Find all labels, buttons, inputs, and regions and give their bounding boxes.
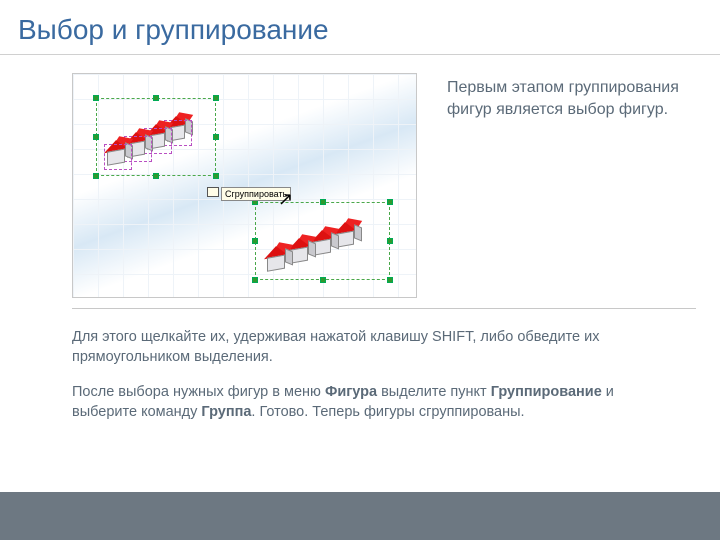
page-title: Выбор и группирование (0, 0, 720, 54)
body-text: Для этого щелкайте их, удерживая нажатой… (0, 309, 720, 422)
footer-bar (0, 492, 720, 540)
paragraph-2: После выбора нужных фигур в меню Фигура … (72, 382, 660, 423)
illustration: Сгруппировать↖ (72, 73, 417, 298)
house-shape (263, 242, 291, 275)
cursor-icon: ↖ (278, 189, 293, 210)
content-row: Сгруппировать↖ Первым этапом группирован… (0, 55, 720, 298)
item-selection-box (104, 144, 132, 170)
paragraph-1: Для этого щелкайте их, удерживая нажатой… (72, 327, 660, 368)
group-command-icon (207, 187, 219, 197)
intro-text: Первым этапом группирования фигур являет… (447, 73, 696, 298)
